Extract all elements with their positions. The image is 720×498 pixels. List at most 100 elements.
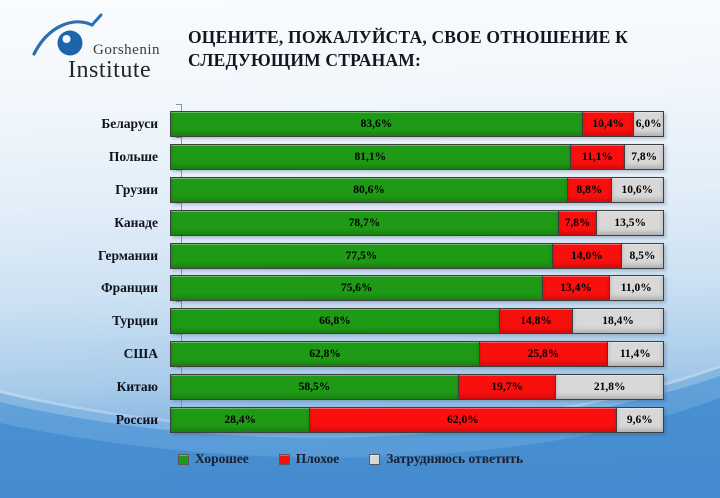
bar-segment: 11,1% <box>570 144 626 171</box>
chart-row: Беларуси 83,6% 10,4% 6,0% <box>0 108 720 141</box>
bar-segment: 14,0% <box>552 242 622 269</box>
legend-label: Затрудняюсь ответить <box>386 451 524 466</box>
bar-track: 83,6% 10,4% 6,0% <box>170 111 664 138</box>
category-label: Польше <box>108 149 158 165</box>
bar-segment: 9,6% <box>616 406 664 433</box>
bar-value-label: 81,1% <box>354 151 387 164</box>
bar-segment: 83,6% <box>170 111 583 138</box>
bar-value-label: 62,0% <box>447 413 479 426</box>
bar-segment: 18,4% <box>573 308 664 335</box>
bar-value-label: 80,6% <box>353 183 385 196</box>
bar-value-label: 11,0% <box>620 282 652 295</box>
bar-segment: 13,4% <box>543 275 610 302</box>
bar-value-label: 18,4% <box>602 315 634 328</box>
bar-track: 78,7% 7,8% 13,5% <box>170 209 664 236</box>
category-label: Китаю <box>116 378 158 394</box>
bar-segment: 8,8% <box>568 176 612 203</box>
legend-swatch-icon <box>178 453 189 465</box>
bar-value-label: 9,6% <box>626 413 653 426</box>
bar-segment: 78,7% <box>170 209 559 236</box>
chart-row: Канаде 78,7% 7,8% 13,5% <box>0 206 720 239</box>
bar-value-label: 13,4% <box>560 282 592 295</box>
legend-label: Плохое <box>295 451 340 466</box>
chart-legend: Хорошее Плохое Затрудняюсь ответить <box>178 451 523 467</box>
bar-value-label: 25,8% <box>527 347 560 360</box>
bar-segment: 25,8% <box>480 340 608 367</box>
category-label: Канаде <box>114 214 158 230</box>
bar-segment: 77,5% <box>170 242 553 269</box>
bar-value-label: 7,8% <box>631 151 658 164</box>
bar-segment: 28,4% <box>170 406 311 433</box>
bar-segment: 62,8% <box>170 340 481 367</box>
gorshenin-logo: Gorshenin Institute <box>18 4 188 88</box>
legend-item: Хорошее <box>178 451 249 467</box>
bar-value-label: 14,8% <box>520 315 552 328</box>
axis-ticks <box>176 104 181 437</box>
bar-value-label: 11,1% <box>582 151 614 164</box>
bar-value-label: 13,5% <box>614 216 646 229</box>
bar-track: 75,6% 13,4% 11,0% <box>170 275 664 302</box>
legend-swatch-icon <box>278 453 290 465</box>
legend-item: Затрудняюсь ответить <box>369 451 523 467</box>
title-line-1: ОЦЕНИТЕ, ПОЖАЛУЙСТА, СВОЕ ОТНОШЕНИЕ К <box>188 27 628 47</box>
chart-row: России 28,4% 62,0% 9,6% <box>0 403 720 436</box>
bar-value-label: 21,8% <box>593 380 626 393</box>
chart-row: США 62,8% 25,8% 11,4% <box>0 338 720 371</box>
bar-value-label: 7,8% <box>564 216 591 229</box>
logo-text-institute: Institute <box>68 57 152 83</box>
bar-track: 58,5% 19,7% 21,8% <box>170 373 664 400</box>
category-label: Беларуси <box>101 116 158 132</box>
chart-rows: Беларуси 83,6% 10,4% 6,0% Польше 81,1% 11,1… <box>0 108 720 436</box>
bar-segment: 10,4% <box>582 111 635 138</box>
bar-track: 28,4% 62,0% 9,6% <box>170 406 664 433</box>
bar-segment: 21,8% <box>556 373 664 400</box>
attitude-stacked-bar-chart: Беларуси 83,6% 10,4% 6,0% Польше 81,1% 11,1… <box>0 104 720 440</box>
bar-segment: 80,6% <box>170 176 569 203</box>
bar-segment: 66,8% <box>170 308 500 335</box>
bar-track: 81,1% 11,1% 7,8% <box>170 144 664 171</box>
page-title: ОЦЕНИТЕ, ПОЖАЛУЙСТА, СВОЕ ОТНОШЕНИЕ К СЛ… <box>188 26 708 73</box>
bar-value-label: 28,4% <box>224 413 256 426</box>
bar-value-label: 10,4% <box>592 118 624 131</box>
bar-value-label: 6,0% <box>635 118 662 131</box>
legend-swatch-icon <box>369 453 381 465</box>
bar-segment: 13,5% <box>597 209 664 236</box>
legend-item: Плохое <box>278 451 340 467</box>
bar-segment: 58,5% <box>170 373 459 400</box>
bar-track: 66,8% 14,8% 18,4% <box>170 308 664 335</box>
bar-segment: 8,5% <box>622 242 664 269</box>
bar-track: 80,6% 8,8% 10,6% <box>170 176 664 203</box>
bar-track: 77,5% 14,0% 8,5% <box>170 242 664 269</box>
bar-value-label: 19,7% <box>491 380 523 393</box>
bar-segment: 62,0% <box>310 406 617 433</box>
bar-value-label: 10,6% <box>621 183 654 196</box>
chart-row: Польше 81,1% 11,1% 7,8% <box>0 141 720 174</box>
bar-value-label: 83,6% <box>360 118 393 131</box>
bar-segment: 10,6% <box>611 176 664 203</box>
category-label: России <box>115 411 158 427</box>
bar-segment: 75,6% <box>170 275 544 302</box>
bar-segment: 81,1% <box>170 144 571 171</box>
chart-row: Германии 77,5% 14,0% 8,5% <box>0 239 720 272</box>
bar-segment: 6,0% <box>634 111 664 138</box>
legend-label: Хорошее <box>195 451 249 466</box>
bar-value-label: 58,5% <box>298 380 331 393</box>
bar-segment: 11,4% <box>607 340 664 367</box>
bar-segment: 7,8% <box>625 144 664 171</box>
eye-logo-icon <box>32 13 103 56</box>
title-line-2: СЛЕДУЮЩИМ СТРАНАМ: <box>188 50 422 71</box>
bar-segment: 14,8% <box>499 308 574 335</box>
chart-row: Турции 66,8% 14,8% 18,4% <box>0 305 720 338</box>
bar-value-label: 77,5% <box>345 249 378 262</box>
bar-value-label: 8,8% <box>576 183 603 196</box>
bar-value-label: 78,7% <box>348 216 381 229</box>
bar-value-label: 75,6% <box>340 282 373 295</box>
bar-value-label: 8,5% <box>629 249 656 262</box>
logo-text-gorshenin: Gorshenin <box>93 42 160 58</box>
chart-row: Грузии 80,6% 8,8% 10,6% <box>0 174 720 207</box>
chart-row: Франции 75,6% 13,4% 11,0% <box>0 272 720 305</box>
chart-row: Китаю 58,5% 19,7% 21,8% <box>0 370 720 403</box>
category-label: Франции <box>101 280 158 296</box>
category-label: Грузии <box>115 181 158 197</box>
